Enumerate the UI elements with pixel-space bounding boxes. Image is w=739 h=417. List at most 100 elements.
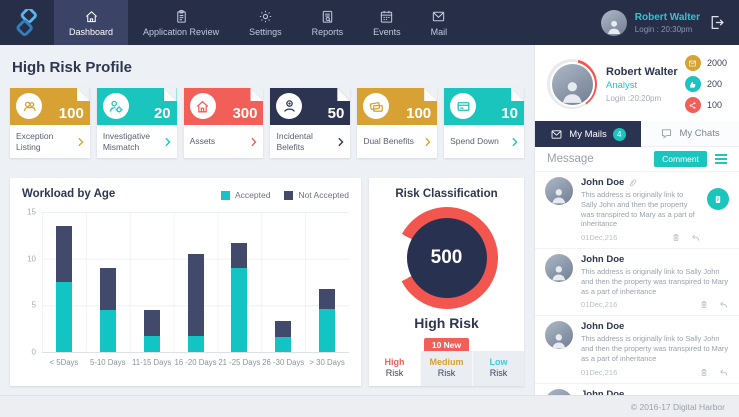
stacked-bar [55,212,72,352]
chevron-right-icon[interactable] [77,137,84,147]
bar-segment-not-accepted [275,321,292,338]
nav-label: Settings [249,26,282,37]
message-footer: 01Dec,216 [581,367,729,378]
card-investigative-mismatch[interactable]: 20 Investigative Mismatch [96,88,177,158]
profile-avatar[interactable] [551,63,593,105]
nav-item-reports[interactable]: Reports [297,0,359,45]
comment-button[interactable]: Comment [654,151,707,167]
tab-my-mails[interactable]: My Mails 4 [535,121,642,147]
tab-my-chats[interactable]: My Chats [641,121,739,147]
nav-item-events[interactable]: Events [358,0,416,45]
stat-likes[interactable]: 200 [684,76,727,92]
trash-icon[interactable] [699,299,709,310]
message-footer: 01Dec,216 [581,232,701,243]
card-top: 300 [183,88,264,125]
message-item[interactable]: John Doe This address is originally link… [535,315,739,382]
sender-name: John Doe [581,177,625,188]
reply-icon[interactable] [689,232,701,243]
card-exception-listing[interactable]: 100 Exception Listing [10,88,90,158]
risk-level-label: High Risk [414,315,479,331]
card-label: Exception Listing [16,130,54,152]
legend-swatch [220,190,230,200]
workload-chart-panel: Workload by Age Accepted Not Accepted 15 1… [10,178,361,386]
nav-item-mail[interactable]: Mail [416,0,463,45]
chevron-right-icon[interactable] [511,137,518,147]
message-item[interactable]: John Doe This address is originally link… [535,382,739,395]
x-tick-label: 16 -20 Days [174,358,217,367]
tab-high-risk[interactable]: High Risk [369,351,420,386]
bar-segment-accepted [187,336,204,352]
stacked-bar [275,212,292,352]
profile-role: Analyst [606,79,638,91]
card-label: Incidental Belefits [276,130,313,152]
stat-value: 2000 [706,58,727,68]
reply-icon[interactable] [717,299,729,310]
bar-segment-accepted [99,310,116,352]
profile-avatar-ring [547,59,597,109]
legend-item: Not Accepted [284,190,349,200]
bar-segment-accepted [231,268,248,352]
chart-column: > 30 Days [305,212,349,367]
tab-label: Risk [437,368,456,378]
stat-mails[interactable]: 2000 [684,55,727,71]
app-logo[interactable] [0,0,54,45]
chart-title: Workload by Age [22,188,116,200]
message-header-title: Message [547,153,594,165]
message-avatar [545,177,573,205]
stacked-bar [187,212,204,352]
message-date: 01Dec,216 [581,367,618,377]
message-list: John Doe This address is originally link… [535,171,739,395]
stat-value: 200 [706,79,722,89]
chat-bubble-icon [662,129,672,139]
risk-panel-title: Risk Classification [395,188,498,200]
message-item[interactable]: John Doe This address is originally link… [535,171,739,248]
card-dual-benefits[interactable]: 100 Dual Benefits [357,88,438,158]
tab-medium-risk[interactable]: Medium Risk [420,351,472,386]
reply-icon[interactable] [717,367,729,378]
user-avatar[interactable] [600,9,627,36]
card-incidental-belefits[interactable]: 50 Incidental Belefits [270,88,351,158]
message-body: John Doe This address is originally link… [581,389,729,395]
donut-center-value: 500 [406,218,487,298]
card-value: 100 [58,105,84,122]
menu-icon[interactable] [715,154,727,164]
nav-item-settings[interactable]: Settings [234,0,297,45]
message-date: 01Dec,216 [581,233,618,243]
tab-low-risk[interactable]: Low Risk [472,351,524,386]
right-sidebar: Robert Walter Analyst Login :20:20pm 200… [534,45,739,395]
card-bottom: Exception Listing [10,125,90,158]
user-name: Robert Walter [634,11,700,23]
trash-icon[interactable] [671,232,681,243]
report-icon [320,9,335,24]
y-tick-label: 10 [27,254,36,264]
card-bottom: Investigative Mismatch [97,125,177,158]
message-footer: 01Dec,216 [581,299,729,310]
card-assets[interactable]: 300 Assets [183,88,264,158]
card-fold [163,88,177,101]
card-fold [510,88,524,101]
nav-item-dashboard[interactable]: Dashboard [54,0,129,45]
chevron-right-icon[interactable] [250,137,258,147]
logout-icon[interactable] [708,14,725,31]
legend-item: Accepted [220,190,270,200]
mail-icon [551,129,562,139]
page-title: High Risk Profile [12,59,133,76]
message-text: This address is originally link to Sally… [581,334,729,363]
bar-segment-accepted [275,337,292,352]
nav-label: Dashboard [69,26,114,37]
card-spend-down[interactable]: 10 Spend Down [444,88,524,158]
profile-stats: 2000 200 100 [684,55,727,113]
attachment-doc-button[interactable] [707,188,729,210]
message-item[interactable]: John Doe This address is originally link… [535,248,739,315]
card-top: 20 [96,88,177,125]
card-bottom: Spend Down [444,125,524,158]
navbar-user-area: Robert Walter Login : 20:30pm [600,0,739,45]
trash-icon[interactable] [699,367,709,378]
nav-label: Events [373,26,401,37]
x-tick-label: > 30 Days [309,358,345,367]
chevron-right-icon[interactable] [164,137,171,147]
chevron-right-icon[interactable] [424,137,431,147]
nav-item-application-review[interactable]: Application Review [128,0,234,45]
chevron-right-icon[interactable] [337,137,344,147]
stat-shares[interactable]: 100 [684,97,727,113]
